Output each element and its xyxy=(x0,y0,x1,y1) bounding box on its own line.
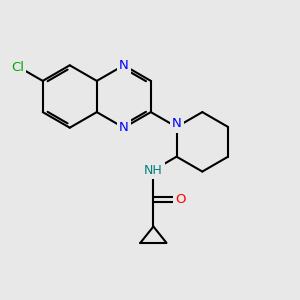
Text: N: N xyxy=(119,59,129,72)
Text: N: N xyxy=(119,121,129,134)
Text: N: N xyxy=(172,118,182,130)
Text: Cl: Cl xyxy=(11,61,24,74)
Text: NH: NH xyxy=(144,164,163,177)
Text: O: O xyxy=(175,193,185,206)
